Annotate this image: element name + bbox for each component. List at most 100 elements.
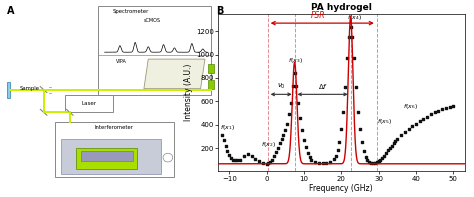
Text: $f(x_2)$: $f(x_2)$ <box>261 140 276 149</box>
Text: $f(x_3)$: $f(x_3)$ <box>288 56 303 65</box>
Text: B: B <box>216 6 223 16</box>
Point <box>315 161 323 164</box>
Text: $\nu_0$: $\nu_0$ <box>277 82 285 91</box>
Point <box>308 158 315 161</box>
Point <box>388 144 395 147</box>
Point <box>231 159 238 162</box>
Bar <box>7 82 10 98</box>
Point <box>218 134 226 137</box>
Point <box>379 156 386 160</box>
Point <box>377 158 384 161</box>
Point <box>244 153 252 156</box>
Point <box>392 139 399 143</box>
Point <box>264 162 272 165</box>
Point <box>294 101 302 104</box>
Point <box>283 122 291 125</box>
Point <box>438 107 446 111</box>
Point <box>409 124 416 127</box>
Title: PA hydrogel: PA hydrogel <box>311 3 372 12</box>
Text: Spectrometer: Spectrometer <box>113 9 149 14</box>
Point <box>222 144 229 147</box>
Point <box>356 128 364 131</box>
Point <box>272 151 280 154</box>
Point <box>339 110 347 113</box>
Point <box>435 109 442 112</box>
Point <box>373 161 381 164</box>
Point <box>322 162 330 165</box>
Point <box>263 162 270 165</box>
Text: $f(x_5)$: $f(x_5)$ <box>377 117 392 126</box>
Point <box>311 161 319 164</box>
Text: $f(x_4)$: $f(x_4)$ <box>347 13 362 22</box>
Point <box>229 158 237 161</box>
Point <box>252 158 259 161</box>
Point <box>330 158 337 161</box>
Point <box>274 146 282 150</box>
Point <box>427 113 435 116</box>
Point <box>332 154 339 157</box>
Point <box>220 139 228 142</box>
FancyBboxPatch shape <box>55 122 174 177</box>
Text: A: A <box>7 6 14 16</box>
Point <box>405 127 412 130</box>
Point <box>240 155 248 158</box>
Point <box>259 162 267 165</box>
FancyBboxPatch shape <box>65 95 113 112</box>
Point <box>345 36 353 39</box>
Point <box>319 162 327 165</box>
Point <box>337 128 345 131</box>
Text: $f(x_6)$: $f(x_6)$ <box>403 102 418 111</box>
Bar <box>208 80 214 89</box>
FancyBboxPatch shape <box>61 139 161 174</box>
Point <box>354 110 362 113</box>
FancyBboxPatch shape <box>98 6 211 95</box>
Point <box>390 142 397 145</box>
Point <box>351 57 358 60</box>
Point <box>383 152 390 155</box>
Point <box>228 156 235 160</box>
Point <box>362 155 369 158</box>
Point <box>369 162 377 165</box>
Point <box>347 25 355 28</box>
Point <box>268 158 276 161</box>
Text: FSR: FSR <box>311 11 326 20</box>
Point <box>371 162 379 165</box>
Point <box>353 86 360 89</box>
Point <box>296 116 304 119</box>
Point <box>401 130 409 133</box>
Point <box>282 128 289 132</box>
Y-axis label: Intensity (A.U.): Intensity (A.U.) <box>184 64 193 121</box>
Polygon shape <box>144 59 205 89</box>
Point <box>278 138 285 141</box>
Text: VIPA: VIPA <box>116 59 127 64</box>
Point <box>224 149 231 152</box>
Point <box>336 140 343 143</box>
Point <box>446 105 453 108</box>
Point <box>326 161 334 164</box>
Point <box>306 156 313 159</box>
Point <box>285 113 293 116</box>
Point <box>334 148 341 151</box>
X-axis label: Frequency (GHz): Frequency (GHz) <box>310 184 373 193</box>
Bar <box>208 64 214 73</box>
Text: Laser: Laser <box>82 101 97 106</box>
Point <box>287 101 295 104</box>
Point <box>270 155 278 158</box>
Point <box>386 146 393 150</box>
Point <box>423 115 431 118</box>
Point <box>449 104 457 108</box>
Text: Interferometer: Interferometer <box>95 125 134 130</box>
Point <box>280 134 287 137</box>
Text: sCMOS: sCMOS <box>144 18 161 23</box>
Point <box>291 72 299 75</box>
Point <box>349 36 356 39</box>
Point <box>358 140 365 143</box>
Point <box>341 86 349 89</box>
Point <box>393 137 401 140</box>
Point <box>375 160 383 163</box>
Point <box>302 146 310 149</box>
Point <box>360 149 367 152</box>
Point <box>304 152 311 155</box>
Point <box>226 153 233 157</box>
Bar <box>76 148 137 169</box>
